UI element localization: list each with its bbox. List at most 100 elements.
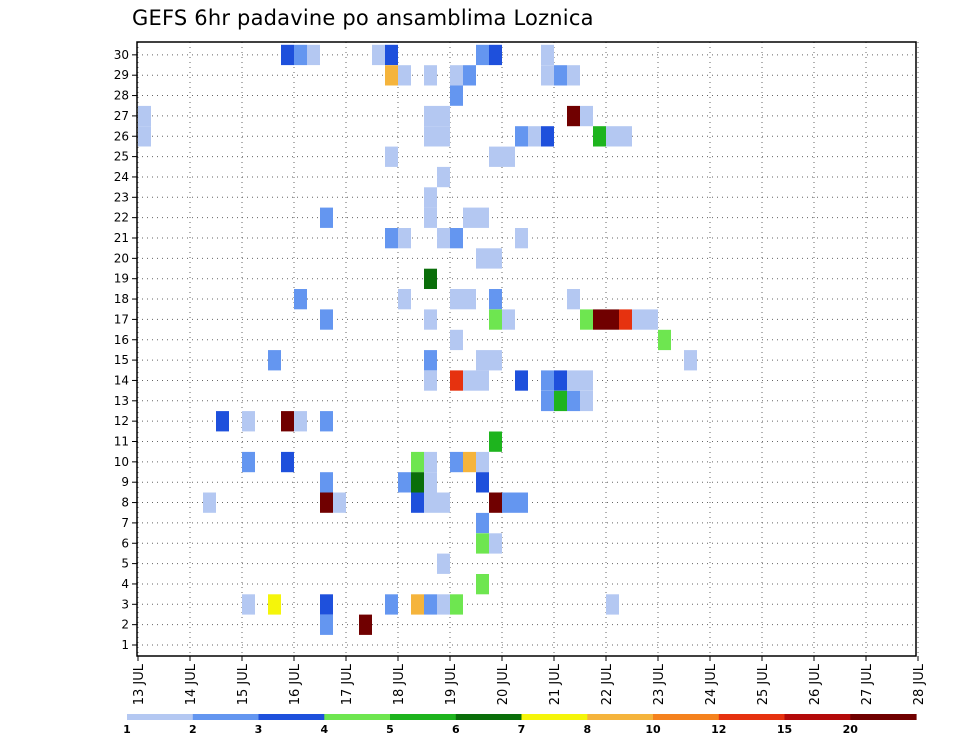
precip-cell <box>450 65 463 86</box>
precip-cell <box>437 553 450 574</box>
x-tick-label: 23 JUL <box>652 663 667 705</box>
precip-cell <box>476 533 489 554</box>
precip-cell <box>450 228 463 249</box>
precip-cell <box>320 472 333 493</box>
precip-cell <box>424 451 437 473</box>
legend-label: 1 <box>123 723 131 736</box>
precip-cell <box>476 574 489 595</box>
precip-cell <box>502 146 515 167</box>
precip-cell <box>424 187 437 208</box>
heatmap-cells <box>138 44 697 635</box>
precip-cell <box>541 44 554 66</box>
legend-swatch <box>127 714 194 720</box>
x-tick-label: 16 JUL <box>288 663 303 705</box>
precip-cell <box>476 248 489 269</box>
precip-cell <box>489 533 502 554</box>
precip-cell <box>437 105 450 127</box>
legend-label: 6 <box>452 723 460 736</box>
precip-cell <box>489 289 502 310</box>
y-axis: 1234567891011121314151617181920212223242… <box>114 48 137 652</box>
precip-cell <box>138 126 151 147</box>
precip-cell <box>606 126 619 147</box>
legend-swatch <box>850 714 917 720</box>
precip-cell <box>606 594 619 615</box>
legend-label: 10 <box>645 723 661 736</box>
precip-cell <box>515 370 528 391</box>
precip-cell <box>138 105 151 127</box>
precip-cell <box>476 44 489 66</box>
precip-cell <box>281 44 294 66</box>
precip-cell <box>515 126 528 147</box>
y-tick-label: 15 <box>114 353 129 367</box>
precip-cell <box>320 614 333 635</box>
y-tick-label: 22 <box>114 211 129 225</box>
precip-cell <box>541 370 554 391</box>
precip-cell <box>580 390 593 412</box>
x-axis: 13 JUL 14 JUL 15 JUL 16 JUL 17 JUL 18 JUL 19 J… <box>132 656 927 705</box>
y-tick-label: 5 <box>121 557 129 571</box>
y-tick-label: 18 <box>114 292 129 306</box>
precip-cell <box>632 309 645 330</box>
precip-cell <box>489 431 502 452</box>
precip-cell <box>424 65 437 86</box>
precip-cell <box>463 65 476 86</box>
precip-cell <box>424 350 437 371</box>
legend-swatch <box>258 714 325 720</box>
y-tick-label: 20 <box>114 251 129 265</box>
precip-cell <box>411 451 424 473</box>
precip-cell <box>580 309 593 330</box>
precip-cell <box>242 594 255 615</box>
chart-title: GEFS 6hr padavine po ansamblima Loznica <box>132 6 594 30</box>
precip-cell <box>424 472 437 493</box>
precip-cell <box>437 166 450 188</box>
legend-swatch <box>521 714 588 720</box>
y-tick-label: 27 <box>114 109 129 123</box>
precip-cell <box>567 105 580 127</box>
precip-cell <box>424 105 437 127</box>
y-tick-label: 6 <box>121 536 129 550</box>
precip-cell <box>489 44 502 66</box>
legend-swatch <box>587 714 654 720</box>
legend-swatch <box>390 714 457 720</box>
y-tick-label: 8 <box>121 496 129 510</box>
precip-cell <box>450 370 463 391</box>
precip-cell <box>437 126 450 147</box>
legend-label: 5 <box>386 723 394 736</box>
x-tick-label: 14 JUL <box>184 663 199 705</box>
precip-cell <box>541 390 554 412</box>
precip-cell <box>411 594 424 615</box>
legend-label: 4 <box>320 723 328 736</box>
precip-cell <box>554 65 567 86</box>
y-tick-label: 21 <box>114 231 129 245</box>
precip-cell <box>580 370 593 391</box>
precip-cell <box>658 329 671 351</box>
precip-cell <box>502 492 515 513</box>
x-tick-label: 15 JUL <box>236 663 251 705</box>
precip-cell <box>385 146 398 167</box>
precip-cell <box>567 370 580 391</box>
y-tick-label: 17 <box>114 312 129 326</box>
precip-cell <box>424 309 437 330</box>
precip-cell <box>450 329 463 351</box>
y-tick-label: 3 <box>121 597 129 611</box>
precip-cell <box>385 44 398 66</box>
x-tick-label: 26 JUL <box>808 663 823 705</box>
precip-cell <box>593 309 606 330</box>
precip-cell <box>242 451 255 473</box>
y-tick-label: 26 <box>114 129 129 143</box>
x-tick-label: 27 JUL <box>860 663 875 705</box>
precip-cell <box>502 309 515 330</box>
precip-cell <box>515 492 528 513</box>
precip-cell <box>294 44 307 66</box>
y-tick-label: 14 <box>114 373 129 387</box>
precip-cell <box>515 228 528 249</box>
precip-cell <box>463 289 476 310</box>
y-tick-label: 11 <box>114 435 129 449</box>
precip-cell <box>307 44 320 66</box>
precip-cell <box>619 126 632 147</box>
precip-cell <box>541 65 554 86</box>
precip-cell <box>450 85 463 106</box>
precip-cell <box>437 594 450 615</box>
precip-cell <box>476 207 489 228</box>
precip-cell <box>567 289 580 310</box>
